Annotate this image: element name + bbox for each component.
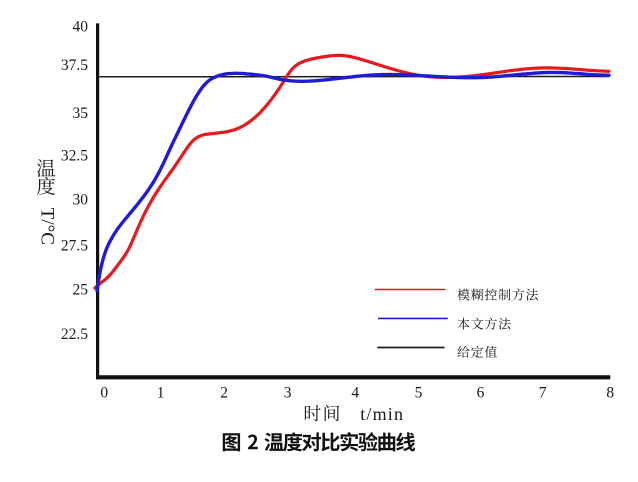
svg-text:30: 30	[73, 192, 89, 209]
svg-text:4: 4	[351, 385, 359, 402]
svg-text:22.5: 22.5	[61, 326, 88, 343]
svg-text:40: 40	[73, 19, 89, 36]
svg-text:35: 35	[73, 105, 89, 122]
svg-text:37.5: 37.5	[61, 57, 88, 74]
svg-text:2: 2	[220, 385, 228, 402]
svg-text:32.5: 32.5	[61, 148, 88, 165]
svg-text:1: 1	[157, 385, 165, 402]
svg-text:27.5: 27.5	[61, 238, 88, 255]
svg-text:5: 5	[415, 385, 423, 402]
svg-text:6: 6	[477, 385, 485, 402]
svg-text:8: 8	[606, 385, 614, 402]
svg-text:0: 0	[100, 385, 108, 402]
svg-text:T/°C: T/°C	[37, 208, 58, 245]
svg-text:t/min: t/min	[360, 404, 404, 424]
svg-text:25: 25	[73, 282, 89, 299]
svg-text:7: 7	[539, 385, 547, 402]
svg-text:3: 3	[284, 385, 292, 402]
